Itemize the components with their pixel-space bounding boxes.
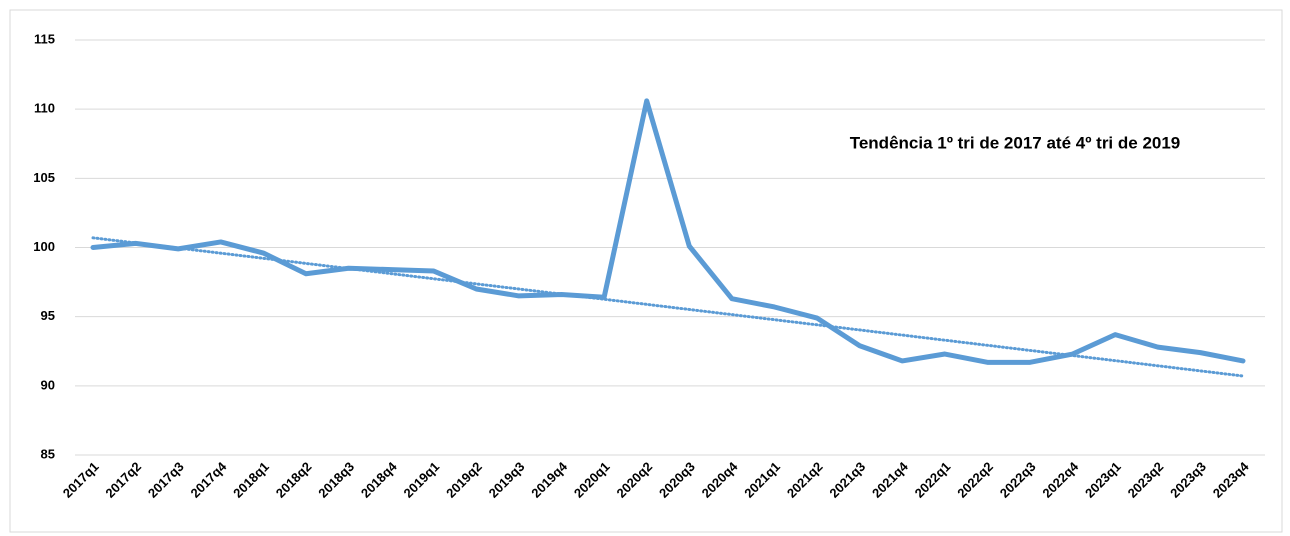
chart-border: [9, 9, 1283, 533]
y-tick-label: 110: [34, 101, 55, 116]
y-tick-label: 105: [33, 170, 55, 185]
y-tick-label: 85: [41, 446, 55, 461]
y-tick-label: 115: [34, 31, 55, 46]
data-line: [90, 98, 1246, 365]
trend-line: [91, 236, 1245, 378]
y-tick-label: 100: [33, 239, 55, 254]
y-tick-label: 90: [41, 377, 55, 392]
y-tick-label: 95: [41, 308, 55, 323]
annotation: Tendência 1º tri de 2017 até 4º tri de 2…: [850, 133, 1181, 152]
